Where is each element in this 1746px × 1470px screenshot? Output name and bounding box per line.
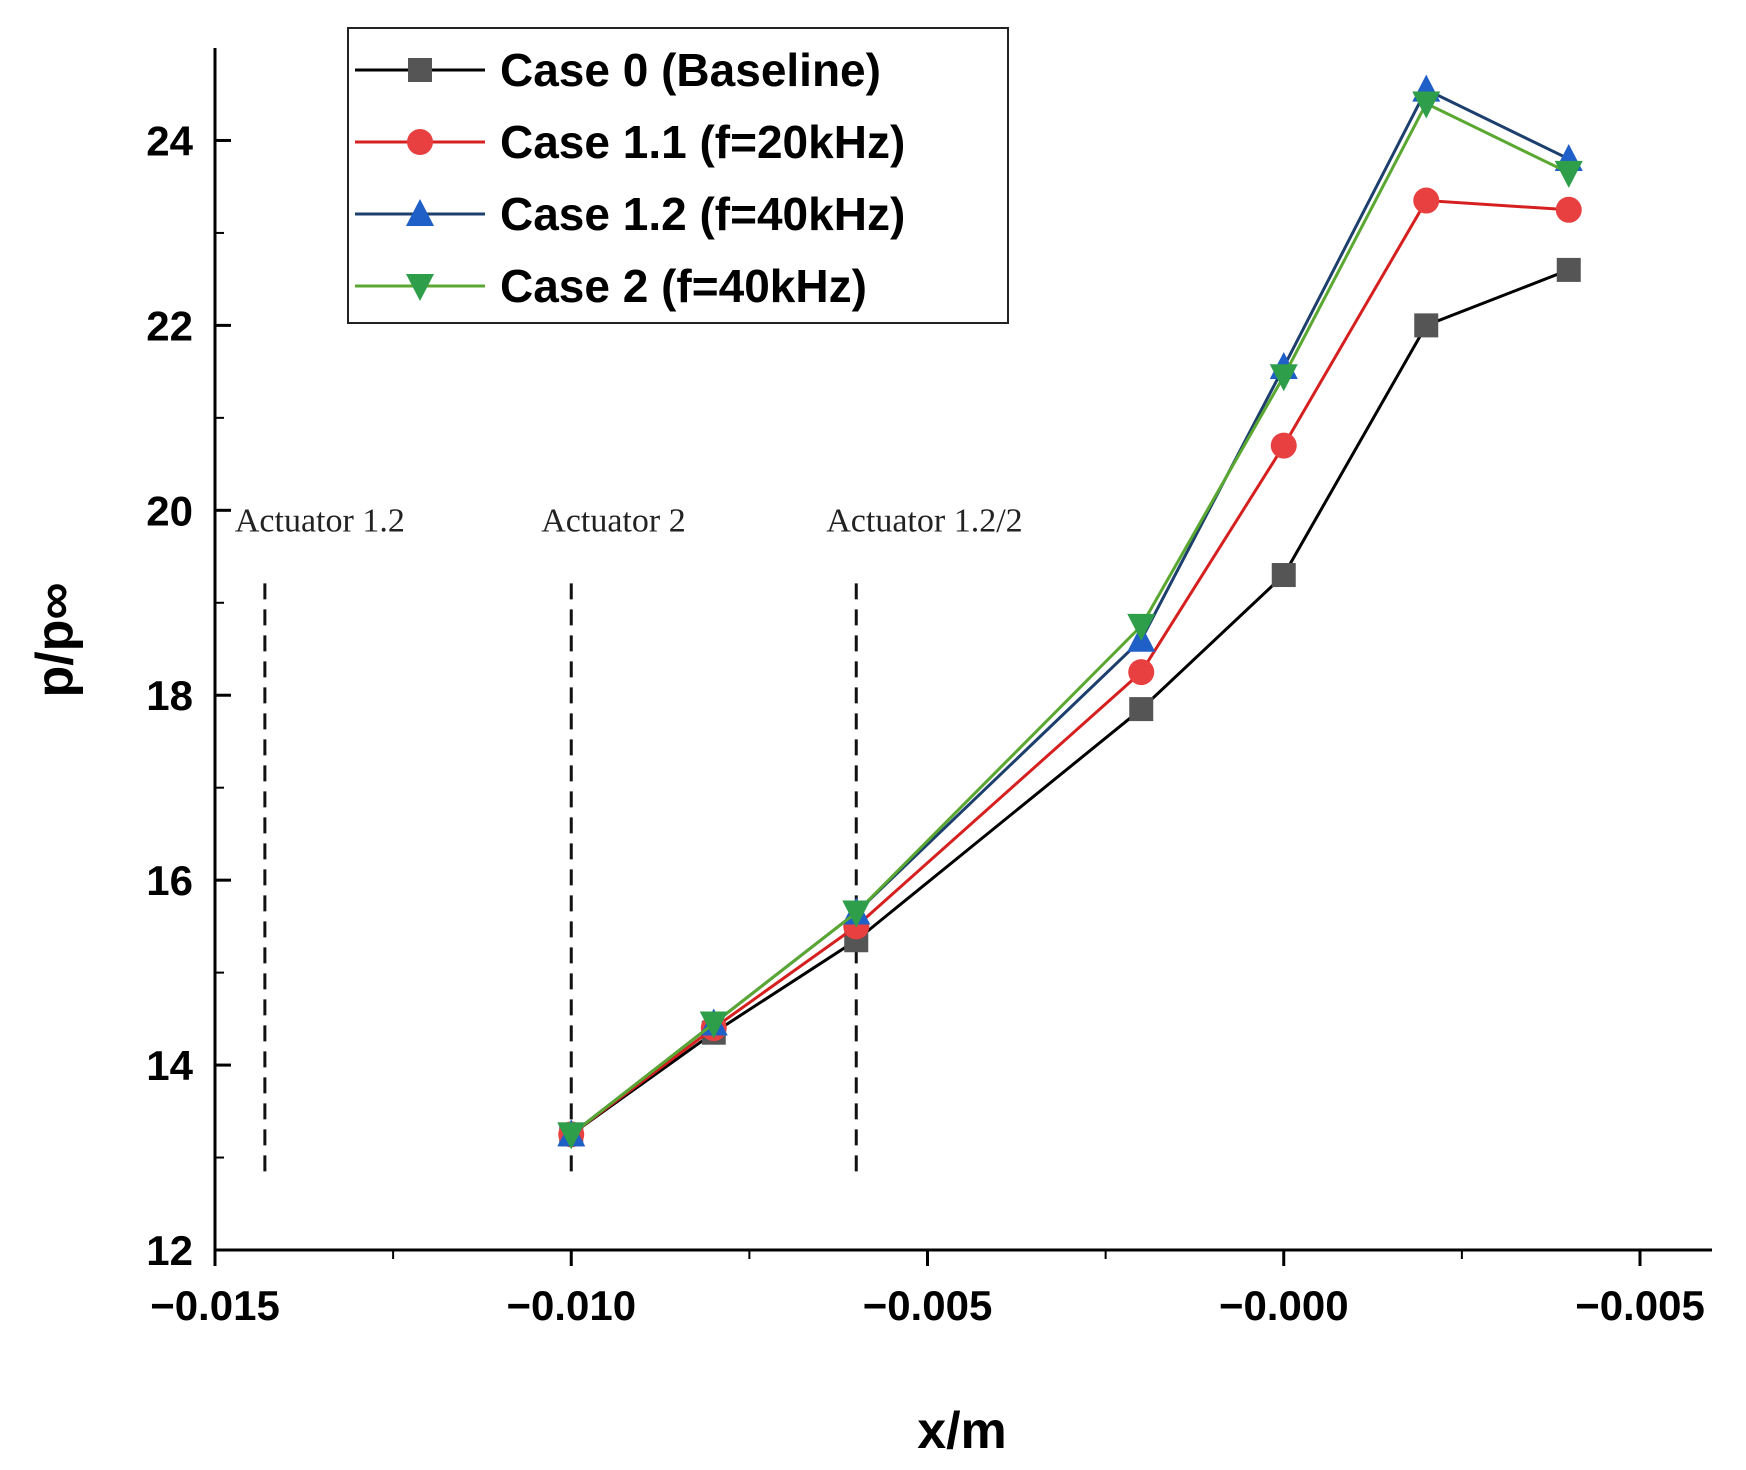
legend-label: Case 1.1 (f=20kHz) <box>500 116 905 168</box>
data-point-marker <box>699 1011 728 1039</box>
data-point-marker <box>557 1122 586 1150</box>
data-point-marker <box>1128 659 1155 686</box>
x-tick-label: −0.015 <box>150 1282 280 1329</box>
y-tick-label: 24 <box>146 117 193 164</box>
data-point-marker <box>1129 697 1154 722</box>
actuator-label: Actuator 1.2/2 <box>826 503 1022 540</box>
data-point-marker <box>1270 432 1297 459</box>
x-tick-label: −0.005 <box>863 1282 993 1329</box>
data-point-marker <box>406 274 434 301</box>
x-axis-title: x/m <box>917 1402 1007 1460</box>
data-point-marker <box>1556 257 1581 282</box>
data-point-marker <box>842 900 871 928</box>
y-tick-label: 16 <box>146 857 193 904</box>
x-tick-label: −0.005 <box>1575 1282 1705 1329</box>
series-case-2-f-40khz <box>557 91 1583 1150</box>
data-point-marker <box>406 199 434 226</box>
y-tick-label: 12 <box>146 1227 193 1274</box>
legend: Case 0 (Baseline) Case 1.1 (f=20kHz) Case … <box>347 27 1009 324</box>
data-point-marker <box>1127 613 1156 641</box>
data-point-marker <box>1414 313 1439 338</box>
data-point-marker <box>1555 196 1582 223</box>
legend-label: Case 0 (Baseline) <box>500 44 881 96</box>
series-layer <box>557 74 1583 1150</box>
legend-label: Case 2 (f=40kHz) <box>500 260 867 312</box>
data-point-marker <box>407 129 433 155</box>
y-tick-label: 22 <box>146 302 193 349</box>
y-tick-label: 14 <box>146 1042 193 1089</box>
y-tick-label: 18 <box>146 672 193 719</box>
axes: 12 14 16 18 20 22 24 −0.015 −0.010 −0.005 −0.000 −0… <box>26 48 1712 1460</box>
data-point-marker <box>408 58 432 82</box>
data-point-marker <box>1271 563 1296 588</box>
data-point-marker <box>1412 91 1441 119</box>
data-point-marker <box>1269 364 1298 392</box>
y-axis-title: p/p∞ <box>26 582 84 697</box>
data-point-marker <box>1554 160 1583 188</box>
data-point-marker <box>1413 187 1440 214</box>
series-line <box>570 268 1570 1136</box>
actuator-annotations: Actuator 1.2 Actuator 2 Actuator 1.2/2 <box>235 503 1023 1172</box>
actuator-label: Actuator 2 <box>541 503 685 540</box>
legend-label: Case 1.2 (f=40kHz) <box>500 188 905 240</box>
x-tick-label: −0.000 <box>1219 1282 1349 1329</box>
x-tick-label: −0.010 <box>506 1282 636 1329</box>
y-tick-label: 20 <box>146 487 193 534</box>
actuator-label: Actuator 1.2 <box>235 503 405 540</box>
legend-box <box>347 27 1009 324</box>
